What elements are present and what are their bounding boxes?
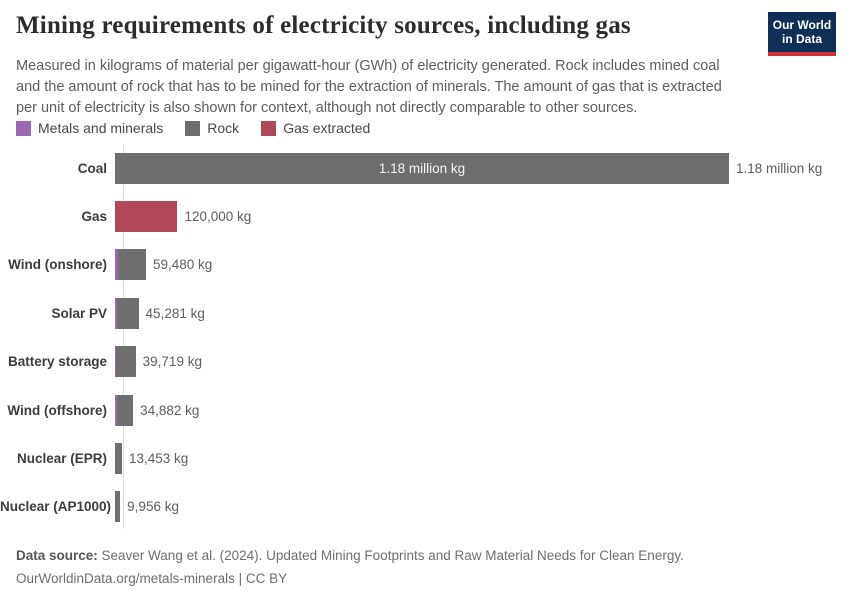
legend: Metals and minerals Rock Gas extracted bbox=[16, 120, 370, 136]
bar-area: 13,453 kg bbox=[115, 443, 850, 475]
value-label: 1.18 million kg bbox=[736, 160, 823, 176]
bar-segment-rock[interactable] bbox=[116, 297, 139, 329]
legend-item-metals[interactable]: Metals and minerals bbox=[16, 120, 163, 136]
bar-rock[interactable] bbox=[115, 394, 134, 426]
bar-segment-rock[interactable] bbox=[115, 152, 729, 184]
legend-item-gas[interactable]: Gas extracted bbox=[261, 120, 370, 136]
bar-segment-rock[interactable] bbox=[116, 346, 136, 378]
bar-row: Gas 120,000 kg bbox=[0, 192, 850, 240]
bar-segment-rock[interactable] bbox=[115, 443, 122, 475]
owid-logo-line2: in Data bbox=[781, 32, 822, 46]
metals-swatch-icon bbox=[16, 120, 31, 136]
footer: Data source: Seaver Wang et al. (2024). … bbox=[16, 544, 684, 590]
bar-rock[interactable] bbox=[115, 491, 121, 523]
bar-row: Wind (offshore) 34,882 kg bbox=[0, 386, 850, 434]
rock-swatch-icon bbox=[185, 120, 201, 136]
bar-segment-metals[interactable] bbox=[115, 249, 118, 281]
bar-area: 45,281 kg bbox=[115, 297, 850, 329]
bar-area: 34,882 kg bbox=[115, 394, 850, 426]
data-source-text: Seaver Wang et al. (2024). Updated Minin… bbox=[97, 548, 684, 563]
bar-area: 9,956 kg bbox=[115, 491, 850, 523]
value-label: 45,281 kg bbox=[145, 305, 205, 321]
attribution-line[interactable]: OurWorldinData.org/metals-minerals | CC … bbox=[16, 571, 288, 586]
bar-row: Coal 1.18 million kg 1.18 million kg bbox=[0, 144, 850, 192]
bar-rock[interactable] bbox=[115, 346, 136, 378]
owid-logo[interactable]: Our World in Data bbox=[768, 12, 836, 56]
value-label: 39,719 kg bbox=[142, 354, 202, 370]
bar-segment-metals[interactable] bbox=[115, 297, 117, 329]
value-label: 34,882 kg bbox=[140, 402, 200, 418]
category-label: Wind (offshore) bbox=[7, 402, 107, 418]
bar-row: Wind (onshore) 59,480 kg bbox=[0, 241, 850, 289]
bar-rock[interactable] bbox=[115, 297, 139, 329]
category-label: Nuclear (EPR) bbox=[16, 451, 107, 467]
bar-inside-value-label: 1.18 million kg bbox=[378, 160, 466, 176]
value-label: 120,000 kg bbox=[184, 209, 252, 225]
y-axis-line bbox=[123, 145, 124, 529]
category-label: Coal bbox=[77, 160, 107, 176]
category-label: Wind (onshore) bbox=[8, 257, 107, 273]
value-label: 13,453 kg bbox=[129, 451, 189, 467]
bar-rock[interactable] bbox=[115, 249, 146, 281]
value-label: 9,956 kg bbox=[127, 499, 179, 515]
bar-segment-rock[interactable] bbox=[116, 394, 134, 426]
subtitle-line: per unit of electricity is also shown fo… bbox=[16, 100, 638, 116]
bar-area: 59,480 kg bbox=[115, 249, 850, 281]
legend-label: Rock bbox=[207, 120, 240, 136]
chart-subtitle: Measured in kilograms of material per gi… bbox=[16, 56, 722, 119]
bar-area: 1.18 million kg 1.18 million kg bbox=[115, 152, 850, 184]
bar-segment-gas[interactable] bbox=[115, 201, 178, 233]
owid-logo-line1: Our World bbox=[772, 18, 832, 32]
category-label: Nuclear (AP1000) bbox=[0, 499, 112, 515]
bar-row: Nuclear (EPR) 13,453 kg bbox=[0, 434, 850, 482]
bar-area: 120,000 kg bbox=[115, 201, 850, 233]
legend-item-rock[interactable]: Rock bbox=[185, 120, 239, 136]
bar-segment-rock[interactable] bbox=[118, 249, 146, 281]
legend-label: Gas extracted bbox=[283, 120, 371, 136]
value-label: 59,480 kg bbox=[152, 257, 213, 273]
legend-label: Metals and minerals bbox=[38, 120, 164, 136]
bar-row: Solar PV 45,281 kg bbox=[0, 289, 850, 337]
data-source-label: Data source: bbox=[16, 548, 98, 563]
bar-row: Nuclear (AP1000) 9,956 kg bbox=[0, 483, 850, 531]
bar-rock[interactable]: 1.18 million kg bbox=[115, 152, 729, 184]
bar-segment-metals[interactable] bbox=[115, 346, 116, 378]
gas-swatch-icon bbox=[261, 120, 277, 136]
bar-segment-rock[interactable] bbox=[115, 491, 121, 523]
bar-row: Battery storage 39,719 kg bbox=[0, 338, 850, 386]
bar-area: 39,719 kg bbox=[115, 346, 850, 378]
data-source-line: Data source: Seaver Wang et al. (2024). … bbox=[16, 544, 684, 567]
bar-rock[interactable] bbox=[115, 443, 122, 475]
category-label: Battery storage bbox=[7, 354, 107, 370]
subtitle-line: and the amount of rock that has to be mi… bbox=[16, 79, 722, 95]
category-label: Solar PV bbox=[51, 305, 107, 321]
chart-title: Mining requirements of electricity sourc… bbox=[16, 12, 631, 39]
bar-gas[interactable] bbox=[115, 201, 178, 233]
category-label: Gas bbox=[81, 209, 107, 225]
bar-segment-metals[interactable] bbox=[115, 394, 117, 426]
subtitle-line: Measured in kilograms of material per gi… bbox=[16, 58, 720, 74]
bar-chart: Coal 1.18 million kg 1.18 million kg Gas 120… bbox=[0, 144, 850, 532]
